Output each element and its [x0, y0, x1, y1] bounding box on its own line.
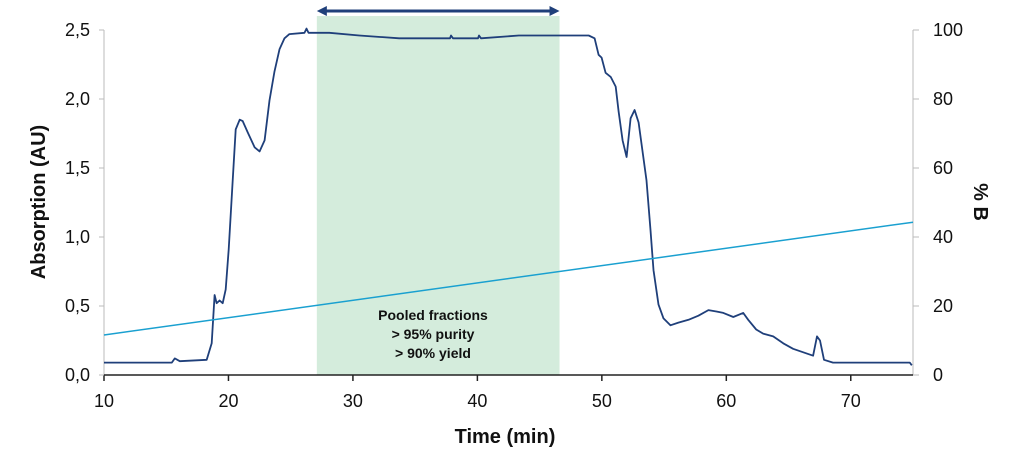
- y2-axis-title: % B: [969, 183, 991, 221]
- x-tick-label: 20: [218, 391, 238, 411]
- x-tick-label: 10: [94, 391, 114, 411]
- x-tick-label: 40: [467, 391, 487, 411]
- x-tick-label: 60: [716, 391, 736, 411]
- percent-b-gradient-line: [103, 221, 914, 336]
- x-tick-label: 50: [592, 391, 612, 411]
- x-tick-label: 30: [343, 391, 363, 411]
- x-tick-label: 70: [841, 391, 861, 411]
- annotation-line-2: > 95% purity: [392, 326, 475, 342]
- y-tick-label: 2,0: [65, 89, 90, 109]
- y2-tick-label: 100: [933, 20, 963, 40]
- y2-tick-label: 0: [933, 365, 943, 385]
- arrow-head-left: [316, 6, 327, 16]
- pooled-region: [316, 16, 560, 375]
- absorption-trace: [104, 27, 913, 366]
- y-tick-label: 2,5: [65, 20, 90, 40]
- annotation-line-1: Pooled fractions: [378, 307, 488, 323]
- arrow-head-right: [549, 6, 560, 16]
- y-tick-label: 0,5: [65, 296, 90, 316]
- annotation-line-3: > 90% yield: [395, 345, 471, 361]
- x-axis-title: Time (min): [455, 426, 556, 448]
- y2-tick-label: 60: [933, 158, 953, 178]
- y-tick-label: 1,5: [65, 158, 90, 178]
- y-axis-title: Absorption (AU): [28, 125, 50, 279]
- y-tick-label: 0,0: [65, 365, 90, 385]
- y2-tick-label: 80: [933, 89, 953, 109]
- y2-tick-label: 20: [933, 296, 953, 316]
- y-tick-label: 1,0: [65, 227, 90, 247]
- y2-tick-label: 40: [933, 227, 953, 247]
